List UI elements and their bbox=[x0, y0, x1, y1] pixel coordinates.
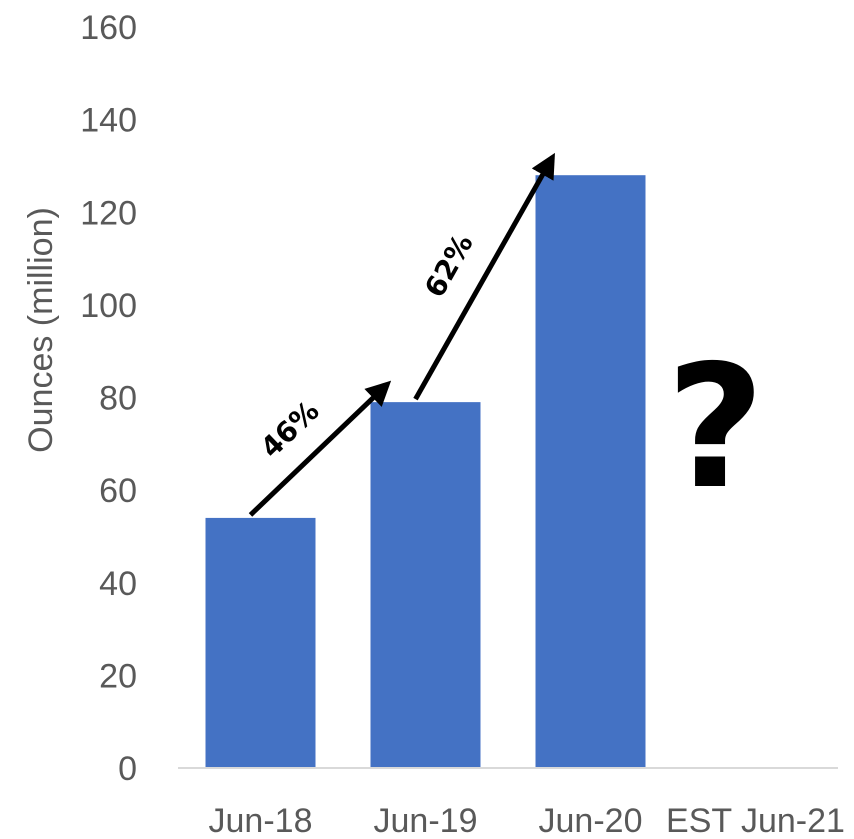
bar bbox=[370, 402, 481, 768]
bar bbox=[205, 517, 316, 768]
x-tick-label: Jun-20 bbox=[539, 802, 643, 839]
growth-arrow bbox=[413, 152, 555, 401]
y-tick-label: 20 bbox=[99, 657, 137, 695]
y-tick-label: 80 bbox=[99, 380, 137, 418]
y-tick-label: 100 bbox=[80, 287, 137, 325]
x-tick-label: EST Jun-21 bbox=[666, 802, 845, 839]
bar bbox=[535, 175, 646, 768]
y-tick-label: 0 bbox=[118, 750, 137, 788]
x-tick-label: Jun-18 bbox=[209, 802, 313, 839]
annotations: 46%62%? bbox=[248, 152, 765, 527]
y-axis-ticks: 0 20 40 60 80 100 120 140 160 bbox=[80, 9, 137, 788]
y-tick-label: 40 bbox=[99, 565, 137, 603]
x-axis-ticks: Jun-18 Jun-19 Jun-20 EST Jun-21 bbox=[209, 802, 845, 839]
y-axis-label: Ounces (million) bbox=[22, 207, 60, 453]
y-tick-label: 120 bbox=[80, 194, 137, 232]
bars bbox=[205, 175, 646, 768]
growth-percent-label: 62% bbox=[418, 228, 480, 303]
y-tick-label: 140 bbox=[80, 102, 137, 140]
growth-arrow bbox=[248, 380, 392, 517]
y-tick-label: 60 bbox=[99, 472, 137, 510]
y-tick-label: 160 bbox=[80, 9, 137, 47]
question-mark-label: ? bbox=[666, 329, 765, 527]
x-tick-label: Jun-19 bbox=[374, 802, 478, 839]
